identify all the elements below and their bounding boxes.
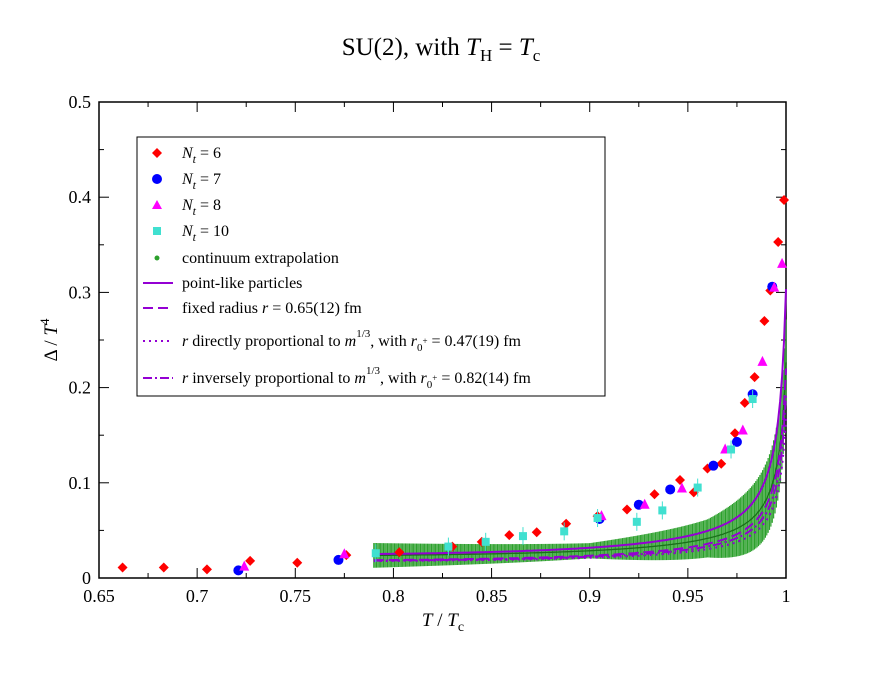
point-circle: [665, 484, 676, 495]
point-square: [727, 445, 736, 454]
point-triangle: [639, 498, 650, 509]
x-tick-label: 0.95: [672, 586, 704, 606]
point-diamond: [561, 518, 572, 529]
legend-label-direct: r directly proportional to m1/3, with r0…: [182, 328, 522, 354]
point-square: [481, 537, 490, 546]
point-triangle: [777, 257, 788, 268]
point-triangle: [757, 355, 768, 366]
legend-label-nt7: Nt = 7: [181, 171, 221, 192]
point-diamond: [716, 458, 727, 469]
point-diamond: [622, 504, 633, 515]
point-square: [632, 517, 641, 526]
legend: Nt = 6 Nt = 7 Nt = 8 Nt = 10 continuum e…: [136, 136, 606, 397]
x-tick-label: 1: [782, 586, 791, 606]
x-tick-label: 0.8: [382, 586, 405, 606]
curve-solid: [373, 288, 787, 556]
x-tick-label: 0.75: [280, 586, 312, 606]
x-tick-label: 0.9: [578, 586, 601, 606]
legend-label-continuum: continuum extrapolation: [182, 250, 339, 267]
x-tick-label: 0.7: [186, 586, 209, 606]
point-diamond: [649, 489, 660, 500]
x-axis-title: T / Tc: [422, 610, 464, 635]
point-triangle: [339, 548, 350, 559]
point-square: [444, 542, 453, 551]
point-diamond: [759, 315, 770, 326]
y-tick-label: 0.1: [69, 473, 92, 493]
point-diamond: [675, 474, 686, 485]
point-diamond: [729, 428, 740, 439]
point-diamond: [117, 562, 128, 573]
point-square: [658, 506, 667, 515]
curve-dashdot: [373, 393, 787, 562]
legend-label-nt6: Nt = 6: [181, 145, 221, 166]
model-curves: [373, 288, 787, 563]
legend-label-inverse: r inversely proportional to m1/3, with r…: [182, 365, 531, 391]
y-tick-label: 0: [82, 568, 91, 588]
legend-marker-nt6: [152, 148, 162, 158]
point-triangle: [769, 281, 780, 292]
point-square: [518, 532, 527, 541]
point-diamond: [292, 557, 303, 568]
point-triangle: [676, 482, 687, 493]
point-diamond: [773, 236, 784, 247]
point-circle: [731, 436, 742, 447]
legend-label-nt10: Nt = 10: [181, 223, 229, 244]
legend-label-fixed: fixed radius r = 0.65(12) fm: [182, 300, 362, 317]
chart-title: SU(2), with TH = Tc: [342, 34, 541, 65]
point-diamond: [504, 530, 515, 541]
point-square: [560, 527, 569, 536]
point-diamond: [739, 397, 750, 408]
point-diamond: [245, 555, 256, 566]
point-circle: [708, 460, 719, 471]
point-square: [593, 514, 602, 523]
y-tick-label: 0.4: [69, 187, 92, 207]
point-diamond: [394, 547, 405, 558]
point-square: [748, 395, 757, 404]
legend-label-nt8: Nt = 8: [181, 197, 221, 218]
point-diamond: [749, 372, 760, 383]
y-tick-label: 0.2: [69, 378, 92, 398]
axes: 0.65 0.7 0.75 0.8 0.85 0.9 0.95 1 0 0.1 0.2 0.3 0.4 0…: [69, 92, 791, 606]
legend-marker-nt7: [152, 174, 162, 184]
y-tick-label: 0.5: [69, 92, 92, 112]
point-diamond: [201, 564, 212, 575]
point-diamond: [531, 527, 542, 538]
point-diamond: [779, 195, 790, 206]
point-diamond: [158, 562, 169, 573]
legend-marker-nt8: [152, 200, 162, 209]
y-axis-title: Δ / T4: [37, 318, 62, 362]
y-tick-label: 0.3: [69, 282, 92, 302]
point-triangle: [737, 424, 748, 435]
x-tick-label: 0.65: [83, 586, 115, 606]
data-points: [117, 195, 790, 576]
legend-label-point: point-like particles: [182, 275, 302, 292]
point-triangle: [239, 560, 250, 571]
continuum-center-line: [373, 362, 787, 557]
legend-box: [136, 136, 606, 397]
point-square: [693, 483, 702, 492]
point-square: [371, 549, 380, 558]
x-tick-label: 0.85: [476, 586, 508, 606]
legend-marker-nt10: [153, 227, 161, 235]
legend-marker-continuum: [154, 255, 160, 261]
